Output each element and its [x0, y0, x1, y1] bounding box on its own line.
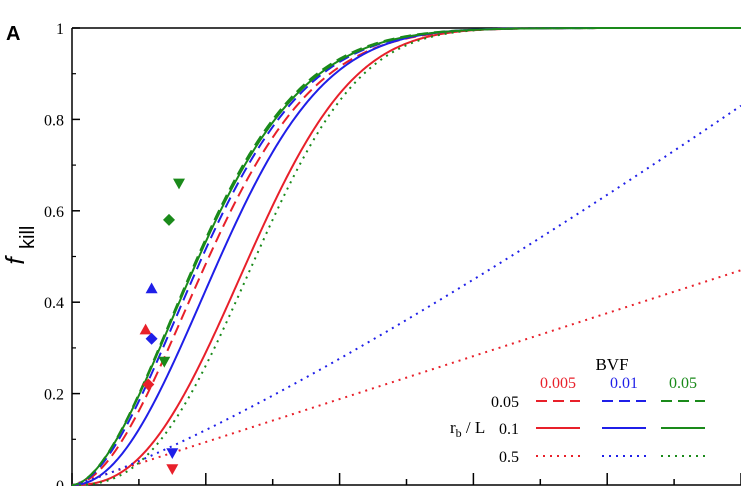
marker-triangle-down [158, 356, 171, 368]
marker-triangle-down [166, 464, 179, 475]
y-axis-label-main: f [0, 255, 30, 265]
legend-row-label: 0.5 [499, 449, 519, 466]
y-axis-label: f kill [0, 226, 39, 265]
marker-diamond [163, 213, 175, 226]
marker-layer [139, 178, 185, 475]
series-line-bvf-0.005-rbL-0.1 [72, 27, 741, 486]
marker-triangle-up [145, 282, 158, 294]
legend-row-title-sub: b [456, 426, 462, 440]
marker-diamond [142, 378, 155, 391]
legend-row-title-rest: / L [462, 418, 486, 437]
x-axis-ticks [71, 473, 741, 485]
plot-frame [71, 27, 741, 486]
marker-diamond [145, 332, 158, 345]
y-tick-label: 0.8 [44, 112, 64, 129]
legend-column-label: 0.005 [540, 375, 576, 392]
marker-triangle-up [139, 323, 152, 335]
legend-row-label: 0.1 [499, 421, 519, 438]
series-line-bvf-0.005-rbL-0.5 [71, 269, 741, 486]
y-axis-ticks: 0 0.2 0.4 0.6 0.8 1 [44, 21, 80, 486]
panel-label: A [6, 23, 20, 45]
legend-column-label: 0.05 [669, 375, 697, 392]
legend-row-title-main: r [450, 418, 456, 437]
y-tick-label: 0 [56, 478, 64, 486]
series-layer [71, 27, 741, 486]
series-line-bvf-0.05-rbL-0.1 [71, 27, 741, 486]
legend: BVF rb / L 0.005 0.01 0.05 0.05 0.1 0.5 [450, 355, 705, 466]
y-tick-label: 0.6 [44, 204, 64, 221]
marker-triangle-down [166, 448, 179, 459]
y-tick-label: 1 [56, 21, 64, 38]
legend-column-label: 0.01 [610, 375, 638, 392]
y-tick-label: 0.4 [44, 295, 64, 312]
legend-row-title: rb / L [450, 418, 485, 440]
series-line-bvf-0.01-rbL-0.5 [71, 104, 741, 486]
marker-triangle-down [173, 178, 185, 190]
legend-column-title: BVF [595, 355, 628, 374]
legend-row-label: 0.05 [491, 394, 519, 411]
y-axis-label-sub: kill [17, 226, 39, 249]
y-tick-label: 0.2 [44, 387, 64, 404]
